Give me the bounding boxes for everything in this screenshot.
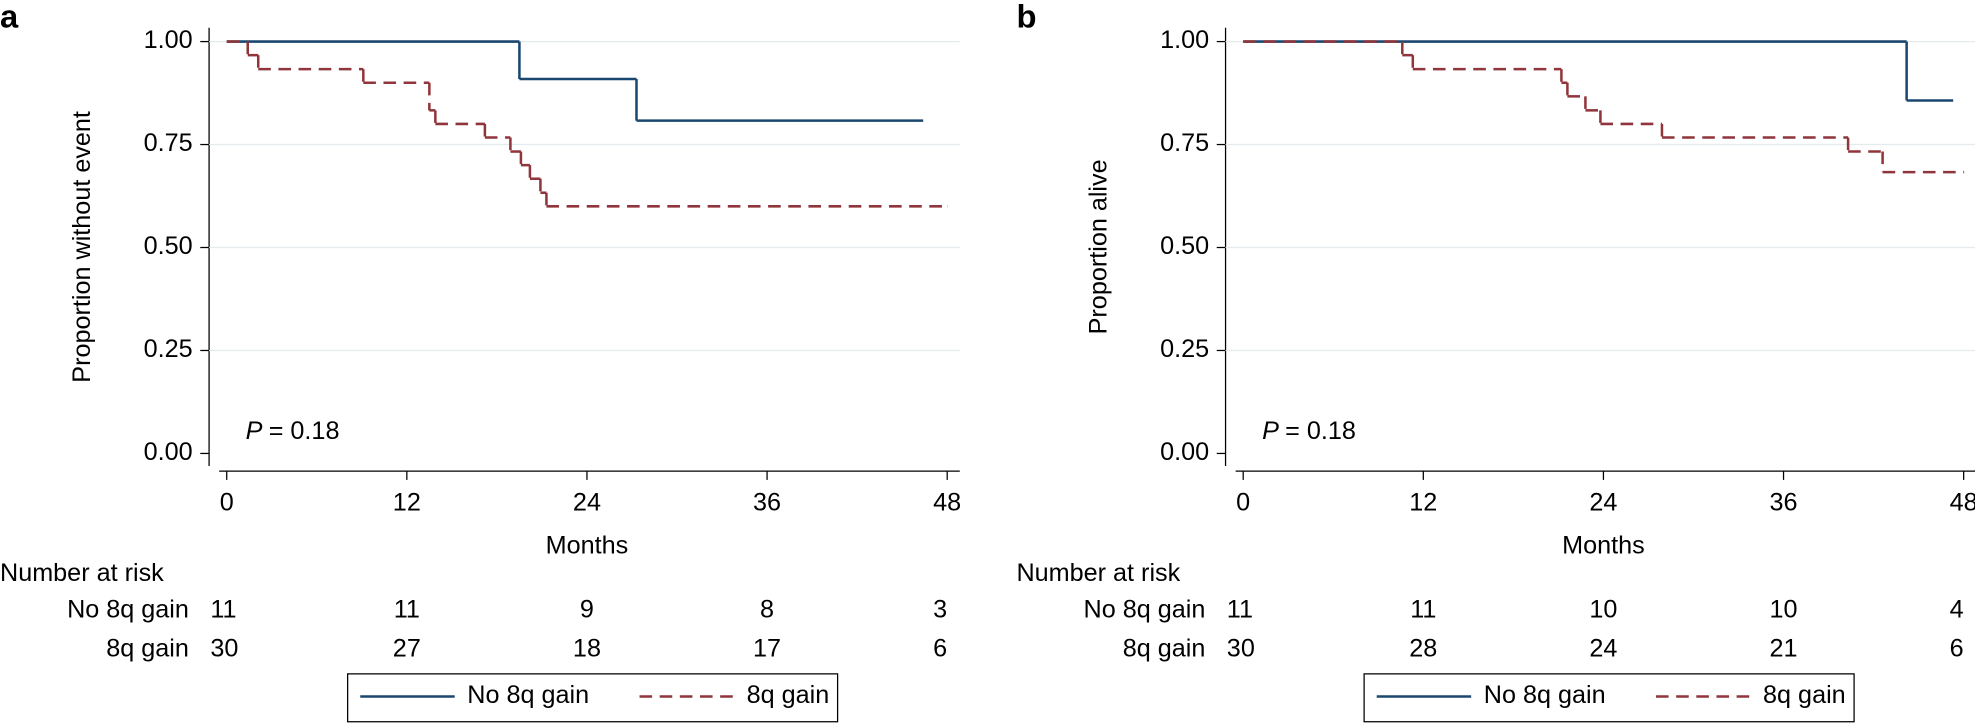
risk-value: 4: [1950, 596, 1964, 624]
y-tick-label: 0.00: [1160, 438, 1209, 466]
y-tick-label: 0.75: [144, 129, 193, 157]
risk-value: 30: [210, 635, 238, 663]
x-tick-label: 36: [753, 488, 781, 516]
x-tick-label: 0: [220, 488, 234, 516]
x-tick-label: 24: [1589, 488, 1617, 516]
risk-row-name: No 8q gain: [67, 596, 189, 624]
y-tick-label: 1.00: [144, 26, 193, 54]
y-tick-label: 0.50: [144, 232, 193, 260]
risk-value: 3: [933, 596, 947, 624]
risk-value: 18: [573, 635, 601, 663]
risk-row-name: No 8q gain: [1084, 596, 1206, 624]
risk-value: 6: [933, 635, 947, 663]
risk-value: 11: [1227, 596, 1253, 624]
annotation: P = 0.18: [246, 417, 340, 445]
risk-value: 6: [1950, 635, 1964, 663]
x-tick-label: 36: [1770, 488, 1798, 516]
y-tick-label: 0.50: [1160, 232, 1209, 260]
panel-letter: b: [1016, 0, 1036, 35]
risk-value: 11: [210, 596, 236, 624]
risk-value: 17: [753, 635, 781, 663]
x-tick-label: 48: [933, 488, 961, 516]
km-curve: [1243, 40, 1964, 174]
risk-value: 10: [1770, 596, 1798, 624]
y-tick-label: 0.25: [1160, 335, 1209, 363]
y-tick-label: 1.00: [1160, 26, 1209, 54]
risk-value: 28: [1409, 635, 1437, 663]
risk-value: 11: [1410, 596, 1436, 624]
risk-row-name: 8q gain: [1123, 635, 1206, 663]
legend-label: 8q gain: [1763, 681, 1846, 709]
panel-letter: a: [0, 0, 19, 35]
annotation-italic: P: [1262, 417, 1279, 445]
risk-value: 10: [1589, 596, 1617, 624]
y-tick-label: 0.75: [1160, 129, 1209, 157]
risk-row-name: 8q gain: [106, 635, 189, 663]
x-tick-label: 0: [1236, 488, 1250, 516]
risk-title: Number at risk: [1016, 559, 1180, 587]
km-curve: [226, 40, 924, 122]
y-axis-label: Proportion without event: [68, 111, 96, 383]
risk-value: 9: [580, 596, 594, 624]
x-tick-label: 48: [1950, 488, 1975, 516]
risk-value: 21: [1770, 635, 1798, 663]
x-tick-label: 24: [573, 488, 601, 516]
x-tick-label: 12: [393, 488, 421, 516]
annotation-text: = 0.18: [269, 417, 340, 445]
risk-value: 11: [394, 596, 420, 624]
risk-title: Number at risk: [0, 559, 164, 587]
legend-label: 8q gain: [747, 681, 830, 709]
legend-label: No 8q gain: [467, 681, 589, 709]
y-tick-label: 0.00: [144, 438, 193, 466]
risk-value: 8: [760, 596, 774, 624]
x-tick-label: 12: [1409, 488, 1437, 516]
y-tick-label: 0.25: [144, 335, 193, 363]
risk-value: 24: [1589, 635, 1617, 663]
x-axis-label: Months: [1562, 531, 1645, 559]
x-axis-label: Months: [546, 531, 629, 559]
km-curve: [1243, 40, 1954, 102]
annotation: P = 0.18: [1262, 417, 1356, 445]
risk-value: 27: [393, 635, 421, 663]
km-curve: [226, 40, 948, 208]
y-axis-label: Proportion alive: [1084, 159, 1112, 334]
annotation-text: = 0.18: [1285, 417, 1356, 445]
risk-value: 30: [1227, 635, 1255, 663]
legend-label: No 8q gain: [1484, 681, 1606, 709]
annotation-italic: P: [246, 417, 263, 445]
